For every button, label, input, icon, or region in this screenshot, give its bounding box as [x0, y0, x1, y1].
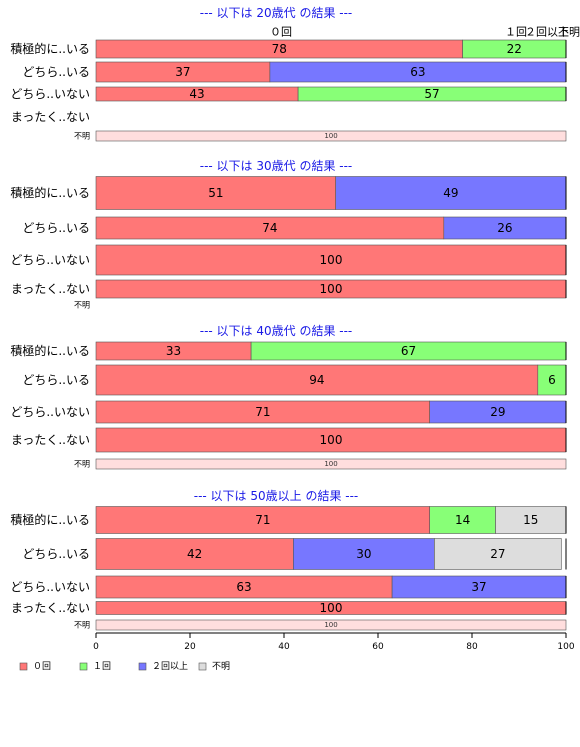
data-label: 22	[507, 42, 522, 56]
row-label: どちら..いる	[22, 547, 90, 561]
row-label: まったく..ない	[11, 110, 90, 124]
x-tick-label: 20	[184, 642, 196, 652]
x-tick-label: 60	[372, 642, 384, 652]
data-label: 100	[320, 433, 343, 447]
bar-segment	[495, 506, 567, 534]
data-label: 37	[175, 65, 190, 79]
data-label: 14	[455, 513, 470, 527]
legend-label: ０回	[33, 661, 51, 672]
data-label: 43	[189, 87, 204, 101]
bar-segment	[95, 506, 431, 534]
legend-swatch	[79, 662, 88, 671]
group-title: --- 以下は 20歳代 の結果 ---	[200, 6, 353, 20]
group-title: --- 以下は 40歳代 の結果 ---	[200, 324, 353, 338]
data-label: 6	[548, 373, 556, 387]
data-label: 49	[443, 186, 458, 200]
data-label: 67	[401, 344, 416, 358]
data-label: 51	[208, 186, 223, 200]
row-label: 不明	[74, 621, 90, 630]
row-label: 不明	[74, 460, 90, 469]
x-tick-label: 100	[557, 642, 574, 652]
data-label: 37	[471, 580, 486, 594]
data-label: 71	[255, 405, 270, 419]
data-label: 27	[490, 547, 505, 561]
legend-label: ２回以上	[152, 661, 188, 672]
row-label: 積極的に..いる	[10, 41, 90, 56]
row-label: まったく..ない	[11, 433, 90, 447]
top-category-label: 不明	[558, 26, 580, 39]
data-label: 29	[490, 405, 505, 419]
data-label: 100	[324, 132, 337, 140]
data-label: 57	[424, 87, 439, 101]
top-category-label: ２回以上	[525, 26, 569, 39]
group-title: --- 以下は 50歳以上 の結果 ---	[194, 489, 359, 503]
x-tick-label: 0	[93, 642, 99, 652]
row-label: どちら..いない	[10, 580, 90, 594]
data-label: 100	[320, 601, 343, 615]
row-label: 積極的に..いる	[10, 512, 90, 527]
data-label: 26	[497, 221, 512, 235]
data-label: 33	[166, 344, 181, 358]
x-tick-label: 80	[466, 642, 478, 652]
bar-segment-unknown	[95, 130, 567, 142]
group-title: --- 以下は 30歳代 の結果 ---	[200, 159, 353, 173]
bar-segment	[335, 176, 567, 210]
data-label: 94	[309, 373, 324, 387]
row-label: どちら..いない	[10, 405, 90, 419]
bar-segment	[95, 244, 567, 276]
data-label: 78	[272, 42, 287, 56]
data-label: 15	[523, 513, 538, 527]
bar-segment	[95, 538, 294, 570]
data-label: 74	[262, 221, 277, 235]
legend-label: １回	[93, 661, 111, 672]
bar-segment	[293, 538, 435, 570]
bar-segment	[434, 538, 562, 570]
bar-segment	[95, 364, 539, 396]
bar-segment	[95, 176, 336, 210]
bar-segment	[537, 364, 567, 396]
row-label: まったく..ない	[11, 282, 90, 296]
data-label: 30	[356, 547, 371, 561]
data-label: 71	[255, 513, 270, 527]
legend-swatch	[198, 662, 207, 671]
row-label: どちら..いない	[10, 87, 90, 101]
row-label: 不明	[74, 132, 90, 141]
data-label: 42	[187, 547, 202, 561]
legend-swatch	[19, 662, 28, 671]
row-label: どちら..いる	[22, 221, 90, 235]
top-category-label: ０回	[270, 26, 292, 39]
data-label: 63	[236, 580, 251, 594]
data-label: 63	[410, 65, 425, 79]
row-label: どちら..いる	[22, 373, 90, 387]
data-label: 100	[320, 253, 343, 267]
row-label: 積極的に..いる	[10, 343, 90, 358]
row-label: どちら..いる	[22, 65, 90, 79]
bar-segment-unknown	[95, 458, 567, 470]
bar-segment	[429, 506, 496, 534]
x-tick-label: 40	[278, 642, 290, 652]
row-label: どちら..いない	[10, 253, 90, 267]
legend-swatch	[138, 662, 147, 671]
data-label: 100	[324, 460, 337, 468]
data-label: 100	[320, 282, 343, 296]
row-label: まったく..ない	[11, 601, 90, 615]
bar-segment	[95, 427, 567, 453]
top-category-label: １回	[505, 26, 527, 39]
row-label: 積極的に..いる	[10, 185, 90, 200]
data-label: 100	[324, 621, 337, 629]
legend-label: 不明	[212, 661, 230, 672]
row-label: 不明	[74, 301, 90, 310]
bar-segment-unknown	[95, 619, 567, 631]
